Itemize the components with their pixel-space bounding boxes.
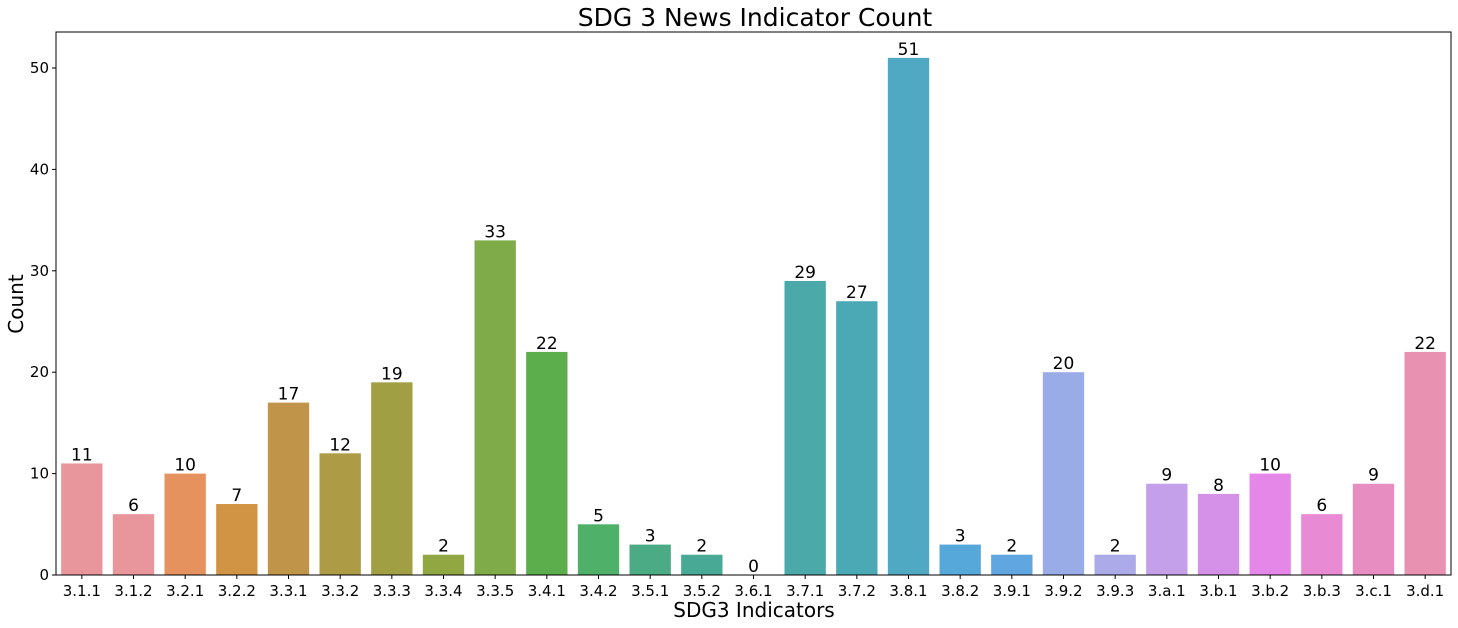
bar-3.c.1 <box>1352 483 1395 575</box>
bar-3.b.1 <box>1197 493 1240 575</box>
x-axis-label: SDG3 Indicators <box>673 598 834 622</box>
data-label-3.7.2: 27 <box>846 283 868 303</box>
y-axis: 0 10 20 30 40 50 <box>30 59 56 584</box>
x-tick-label-3.9.2: 3.9.2 <box>1044 582 1082 600</box>
bar-3.7.2 <box>836 301 878 575</box>
data-label-3.3.5: 33 <box>484 222 506 242</box>
data-label-3.8.1: 51 <box>898 40 920 60</box>
data-label-3.3.3: 19 <box>381 364 403 384</box>
y-tick-label-10: 10 <box>30 465 49 483</box>
y-tick-label-0: 0 <box>39 566 49 584</box>
bar-3.3.5 <box>474 240 516 575</box>
x-tick-label-3.5.1: 3.5.1 <box>631 582 669 600</box>
bar-3.d.1 <box>1404 351 1446 575</box>
x-tick-label-3.b.3: 3.b.3 <box>1303 582 1341 600</box>
data-label-3.2.2: 7 <box>231 486 242 506</box>
data-label-3.a.1: 9 <box>1161 466 1172 486</box>
x-tick-label-3.8.2: 3.8.2 <box>941 582 979 600</box>
data-label-3.3.2: 12 <box>329 435 351 455</box>
data-label-3.b.1: 8 <box>1213 476 1224 496</box>
data-label-3.1.1: 11 <box>71 445 93 465</box>
data-label-3.1.2: 6 <box>128 496 139 516</box>
x-tick-label-3.3.2: 3.3.2 <box>321 582 359 600</box>
data-label-3.8.2: 3 <box>955 527 966 547</box>
data-label-3.d.1: 22 <box>1414 334 1436 354</box>
data-label-3.9.3: 2 <box>1110 537 1121 557</box>
bar-3.5.1 <box>629 544 671 575</box>
bar-3.5.2 <box>681 554 723 575</box>
bar-3.9.2 <box>1042 372 1085 575</box>
x-tick-label-3.b.1: 3.b.1 <box>1199 582 1237 600</box>
x-tick-label-3.3.5: 3.3.5 <box>476 582 514 600</box>
x-tick-label-3.d.1: 3.d.1 <box>1406 582 1444 600</box>
bar-3.7.1 <box>784 280 826 575</box>
bar-3.4.2 <box>577 524 620 575</box>
x-tick-label-3.a.1: 3.a.1 <box>1148 582 1186 600</box>
bar-3.2.2 <box>216 504 258 575</box>
x-tick-label-3.5.2: 3.5.2 <box>683 582 721 600</box>
data-label-3.c.1: 9 <box>1368 466 1379 486</box>
x-tick-label-3.4.2: 3.4.2 <box>579 582 617 600</box>
bar-3.1.2 <box>112 514 155 575</box>
bar-3.8.2 <box>939 544 981 575</box>
bar-3.b.3 <box>1301 514 1343 575</box>
x-tick-label-3.3.4: 3.3.4 <box>424 582 462 600</box>
x-tick-label-3.6.1: 3.6.1 <box>734 582 772 600</box>
y-tick-label-20: 20 <box>30 363 49 381</box>
x-tick-label-3.7.1: 3.7.1 <box>786 582 824 600</box>
data-label-3.5.1: 3 <box>645 527 656 547</box>
x-tick-label-3.1.1: 3.1.1 <box>63 582 101 600</box>
bar-3.3.2 <box>319 453 361 575</box>
bars-group <box>61 57 1446 576</box>
bar-3.4.1 <box>526 351 568 575</box>
x-tick-label-3.7.2: 3.7.2 <box>838 582 876 600</box>
x-tick-label-3.1.2: 3.1.2 <box>114 582 152 600</box>
data-label-3.b.2: 10 <box>1259 456 1281 476</box>
bar-3.3.3 <box>371 382 413 575</box>
bar-3.2.1 <box>164 473 206 575</box>
x-tick-label-3.b.2: 3.b.2 <box>1251 582 1289 600</box>
bar-3.b.2 <box>1249 473 1291 575</box>
bar-3.9.1 <box>991 554 1033 575</box>
y-axis-label: Count <box>4 274 28 334</box>
bar-3.a.1 <box>1146 483 1188 575</box>
bar-3.3.4 <box>422 554 465 575</box>
y-tick-label-40: 40 <box>30 160 49 178</box>
chart-title: SDG 3 News Indicator Count <box>578 3 933 32</box>
data-label-3.4.2: 5 <box>593 506 604 526</box>
data-label-3.5.2: 2 <box>696 537 707 557</box>
x-tick-label-3.9.3: 3.9.3 <box>1096 582 1134 600</box>
x-tick-label-3.c.1: 3.c.1 <box>1355 582 1392 600</box>
data-label-3.4.1: 22 <box>536 334 558 354</box>
data-label-3.b.3: 6 <box>1316 496 1327 516</box>
data-label-3.7.1: 29 <box>794 263 816 283</box>
y-tick-label-30: 30 <box>30 262 49 280</box>
x-axis: 3.1.1 3.1.2 3.2.1 3.2.2 3.3.1 3.3.2 3.3.3 3.3.4… <box>63 575 1444 600</box>
data-label-3.6.1: 0 <box>748 557 759 577</box>
data-label-3.3.1: 17 <box>278 385 300 405</box>
data-label-3.9.1: 2 <box>1006 537 1017 557</box>
x-tick-label-3.8.1: 3.8.1 <box>889 582 927 600</box>
y-tick-label-50: 50 <box>30 59 49 77</box>
data-label-3.2.1: 10 <box>174 456 196 476</box>
x-tick-label-3.2.1: 3.2.1 <box>166 582 204 600</box>
data-label-3.9.2: 20 <box>1053 354 1075 374</box>
bar-3.1.1 <box>61 463 103 575</box>
x-tick-label-3.2.2: 3.2.2 <box>218 582 256 600</box>
data-label-3.3.4: 2 <box>438 537 449 557</box>
bar-3.3.1 <box>267 402 310 575</box>
x-tick-label-3.9.1: 3.9.1 <box>993 582 1031 600</box>
bar-3.8.1 <box>887 57 930 576</box>
x-tick-label-3.4.1: 3.4.1 <box>528 582 566 600</box>
plot-frame <box>55 31 1452 576</box>
x-tick-label-3.3.1: 3.3.1 <box>269 582 307 600</box>
bar-3.9.3 <box>1094 554 1136 575</box>
x-tick-label-3.3.3: 3.3.3 <box>373 582 411 600</box>
